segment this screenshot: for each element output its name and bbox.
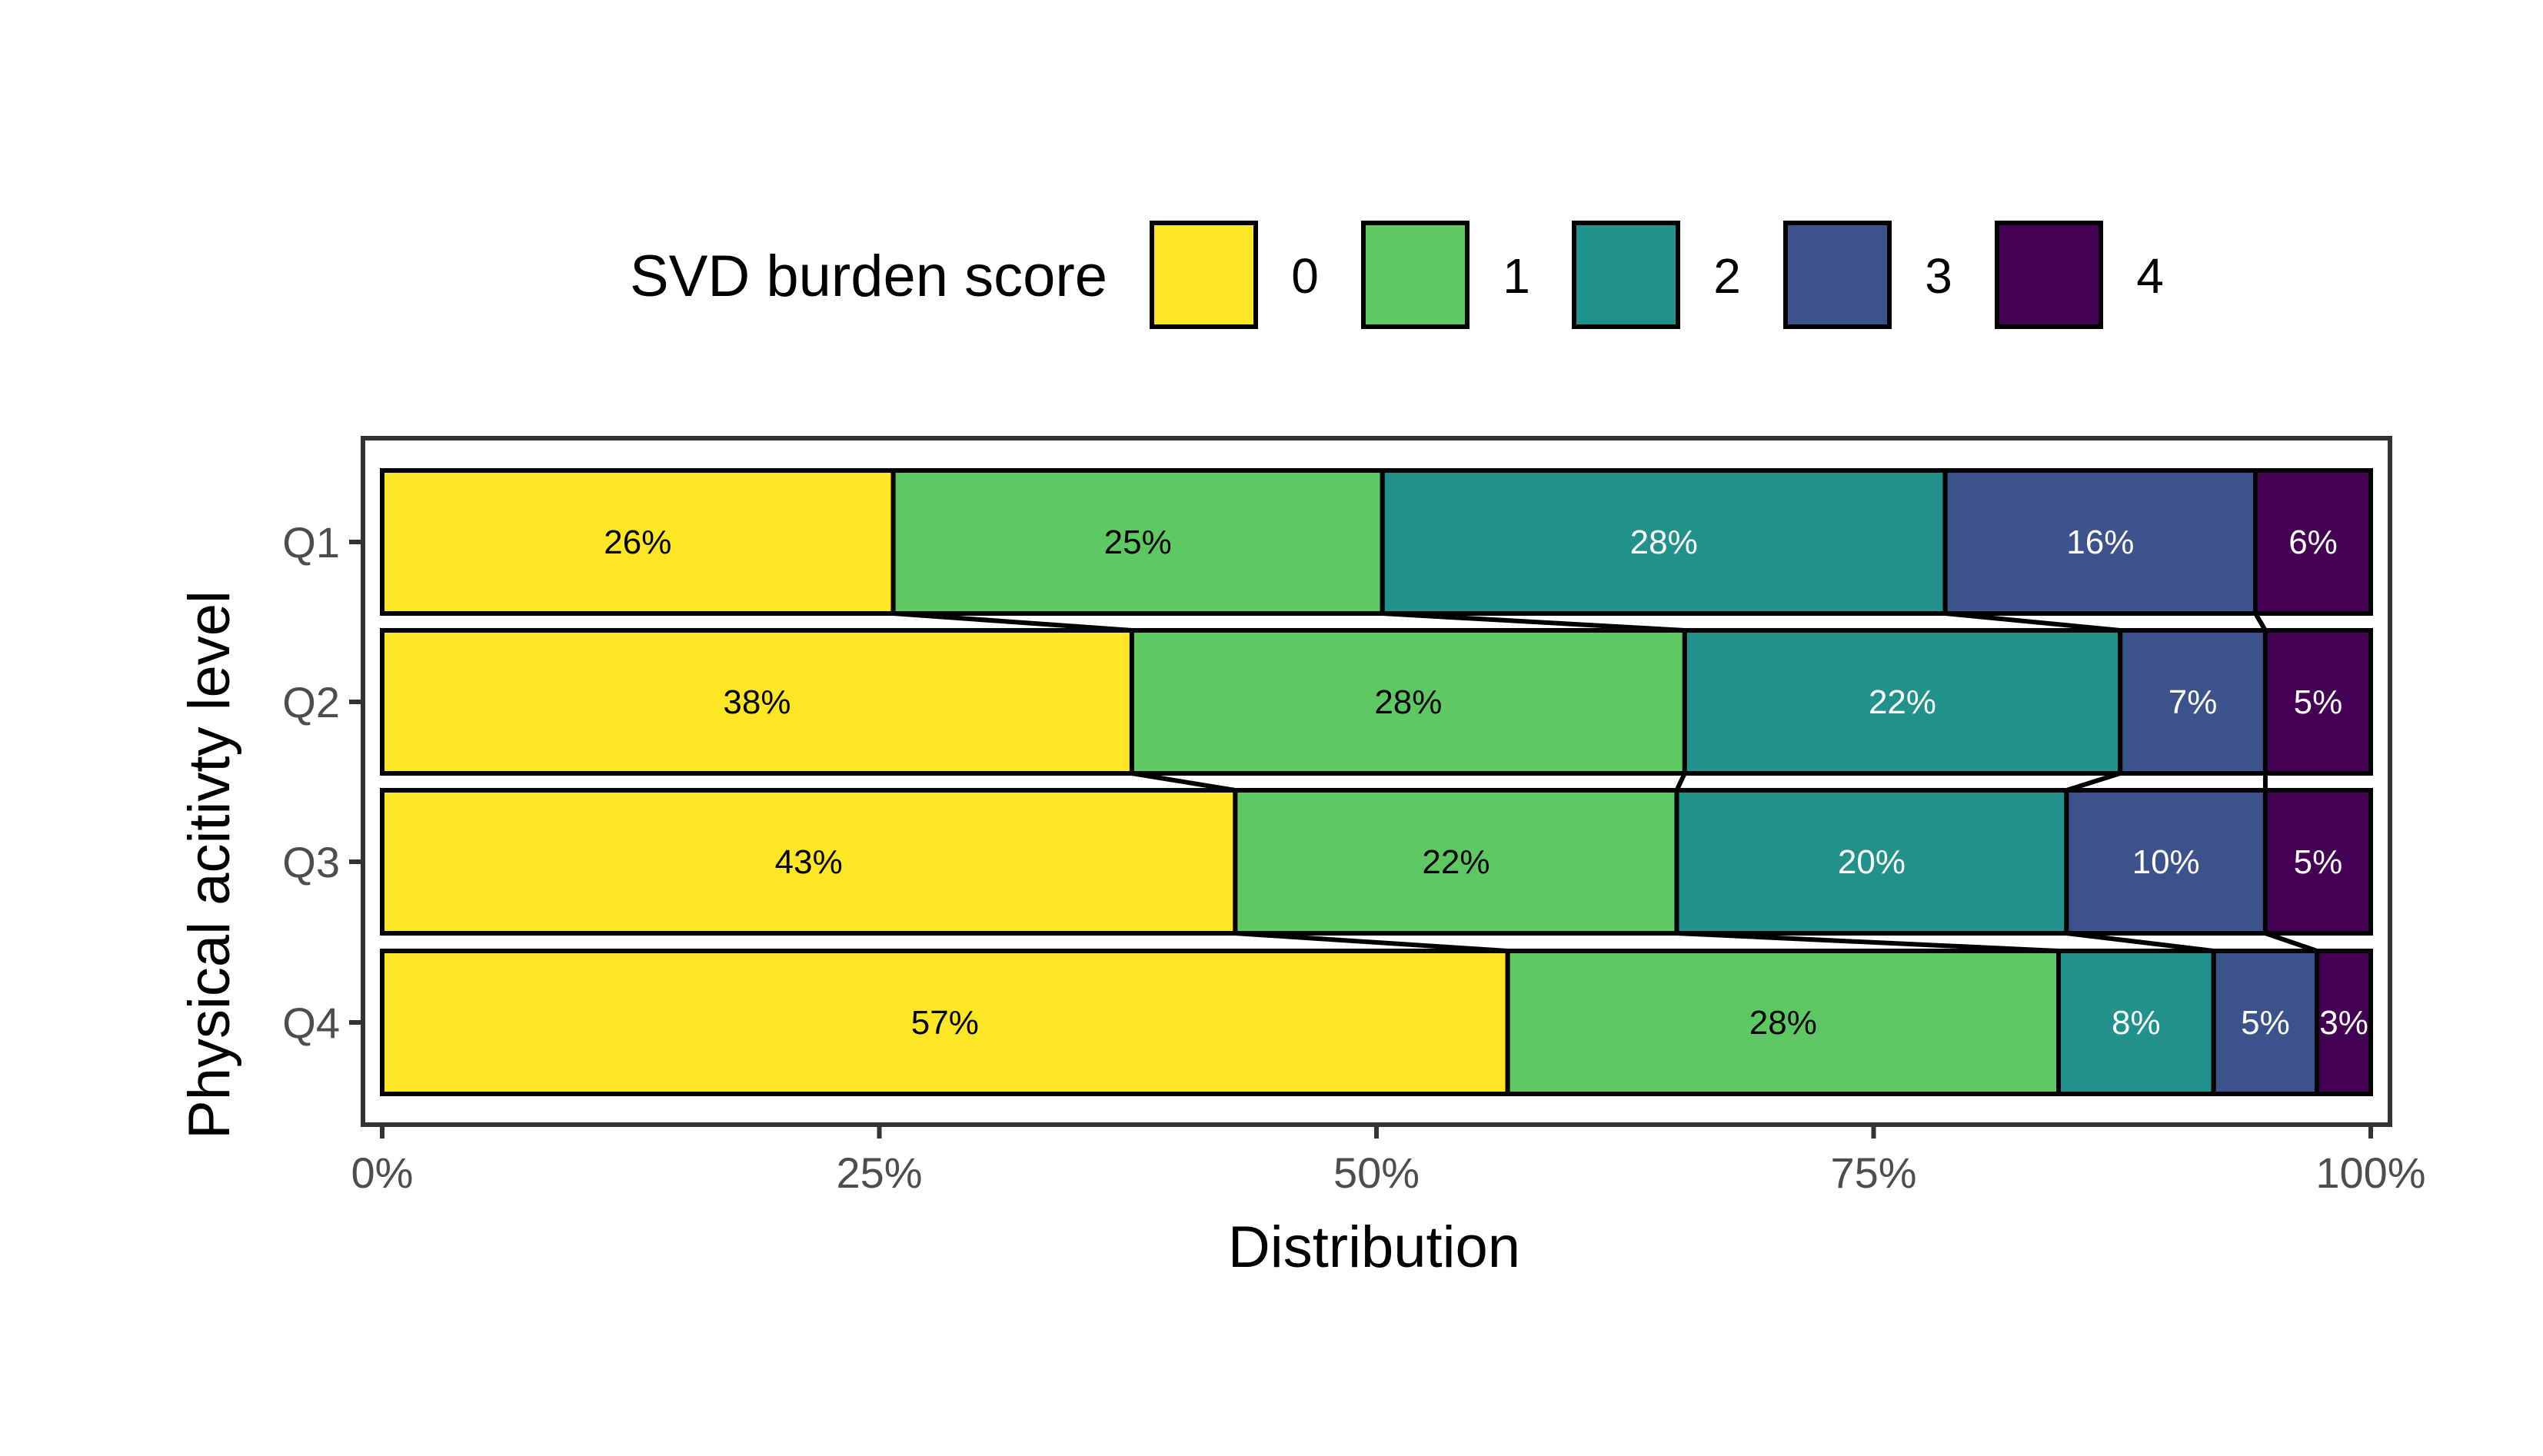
legend-key-1 [1361, 221, 1470, 329]
data-label-Q3-score-1: 22% [1422, 843, 1490, 881]
bar-Q4-score-4 [2315, 949, 2373, 1096]
legend-key-0 [1150, 221, 1258, 329]
data-label-Q3-score-2: 20% [1838, 843, 1906, 881]
connector-Q3-Q4 [2065, 931, 2215, 953]
x-tick-label-100: 100% [2315, 1149, 2425, 1197]
bar-Q2-score-1 [1129, 628, 1687, 776]
data-label-Q1-score-4: 6% [2288, 524, 2338, 561]
bar-Q2-score-4 [2262, 628, 2373, 776]
legend-key-4 [1995, 221, 2103, 329]
y-tick-label-Q2: Q2 [282, 678, 340, 726]
bar-Q1-score-3 [1942, 468, 2258, 616]
connector-Q1-Q2 [1945, 611, 2121, 633]
legend-key-3 [1783, 221, 1892, 329]
bar-Q3-score-1 [1233, 788, 1679, 936]
bar-Q3-score-2 [1674, 788, 2069, 936]
bar-Q4-score-2 [2055, 949, 2216, 1096]
data-label-Q4-score-4: 3% [2319, 1004, 2368, 1042]
bar-Q3-score-4 [2262, 788, 2373, 936]
x-tick-label-0: 0% [351, 1149, 414, 1197]
legend-label-0: 0 [1291, 248, 1319, 304]
bar-Q3-score-0 [380, 788, 1238, 936]
legend-label-3: 3 [1925, 248, 1952, 304]
segment-labels: 26% 25% 28% 16% 6% 38% 28% 22% 7% 5% 43% 22% 20% 10% 5… [604, 524, 2368, 1042]
legend-title: SVD burden score [630, 244, 1107, 309]
data-label-Q2-score-0: 38% [723, 683, 791, 721]
connector-Q2-Q3 [1674, 772, 1687, 792]
data-label-Q4-score-1: 28% [1749, 1004, 1817, 1042]
data-label-Q4-score-3: 5% [2241, 1004, 2290, 1042]
x-tick-label-75: 75% [1830, 1149, 1916, 1197]
y-tick-label-Q4: Q4 [282, 999, 340, 1047]
data-label-Q1-score-3: 16% [2066, 524, 2134, 561]
bar-Q1-score-1 [890, 468, 1385, 616]
data-label-Q1-score-0: 26% [604, 524, 671, 561]
connector-Q3-Q4 [1235, 931, 1508, 953]
y-tick-label-Q1: Q1 [282, 518, 340, 567]
x-axis-title: Distribution [1228, 1215, 1520, 1280]
data-label-Q4-score-0: 57% [911, 1004, 979, 1042]
connector-Q1-Q2 [1382, 611, 1685, 633]
connector-Q1-Q2 [893, 611, 1133, 633]
data-label-Q2-score-1: 28% [1374, 683, 1442, 721]
legend-key-2 [1572, 221, 1680, 329]
connector-Q1-Q2 [2253, 612, 2268, 632]
bar-Q2-score-0 [380, 628, 1134, 776]
y-axis-title: Physical acitivty level [177, 590, 242, 1139]
bar-Q4-score-1 [1505, 949, 2061, 1096]
bar-Q1-score-4 [2253, 468, 2373, 616]
data-label-Q2-score-4: 5% [2294, 683, 2343, 721]
connector-Q2-Q3 [2065, 771, 2122, 793]
bar-Q2-score-3 [2118, 628, 2268, 776]
legend-label-4: 4 [2136, 248, 2164, 304]
data-label-Q3-score-3: 10% [2132, 843, 2200, 881]
data-label-Q2-score-2: 22% [1869, 683, 1936, 721]
bar-Q4-score-0 [380, 949, 1510, 1096]
bar-Q1-score-0 [380, 468, 896, 616]
legend-label-1: 1 [1503, 248, 1530, 304]
y-tick-label-Q3: Q3 [282, 838, 340, 886]
connector-Q3-Q4 [1676, 931, 2059, 953]
bar-connectors [893, 611, 2318, 953]
bar-Q2-score-2 [1682, 628, 2123, 776]
data-label-Q2-score-3: 7% [2169, 683, 2218, 721]
data-label-Q4-score-2: 8% [2112, 1004, 2161, 1042]
axes: Q1 Q2 Q3 Q4 0% 25% 50% 75% 100% [282, 518, 2425, 1197]
data-label-Q3-score-4: 5% [2294, 843, 2343, 881]
connector-Q2-Q3 [1131, 771, 1236, 793]
x-tick-label-50: 50% [1333, 1149, 1420, 1197]
bars [380, 468, 2373, 1096]
data-label-Q1-score-1: 25% [1104, 524, 1172, 561]
legend: SVD burden score 0 1 2 3 4 [630, 221, 2164, 329]
connector-Q3-Q4 [2264, 931, 2318, 953]
data-label-Q1-score-2: 28% [1630, 524, 1698, 561]
data-label-Q3-score-0: 43% [775, 843, 843, 881]
legend-label-2: 2 [1713, 248, 1741, 304]
bar-Q4-score-3 [2211, 949, 2320, 1096]
x-tick-label-25: 25% [836, 1149, 922, 1197]
